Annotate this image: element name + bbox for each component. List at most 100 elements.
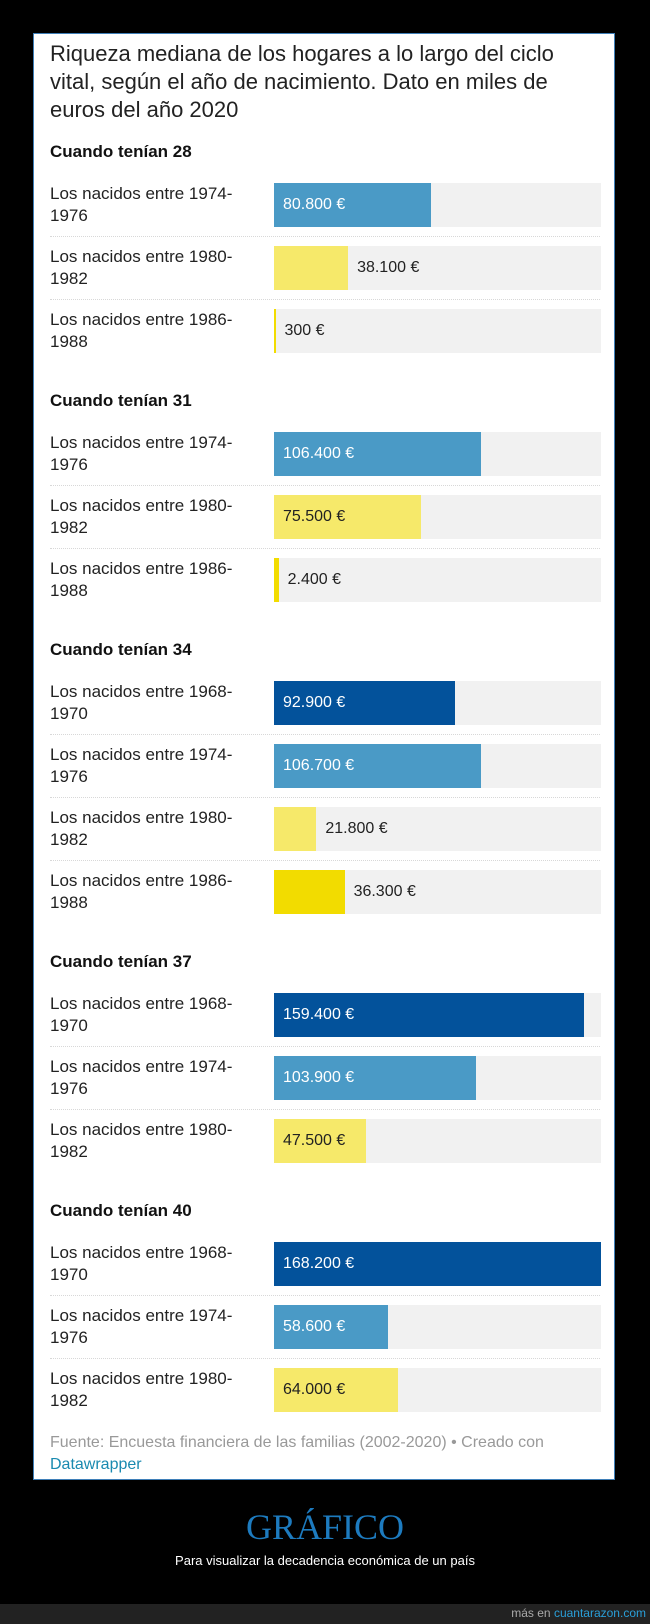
chart-group: Cuando tenían 31 Los nacidos entre 1974-1… — [50, 379, 601, 611]
group-heading: Cuando tenían 34 — [50, 640, 192, 659]
bar — [274, 309, 276, 353]
group-heading: Cuando tenían 37 — [50, 952, 192, 971]
row-label: Los nacidos entre 1980-1982 — [50, 808, 233, 849]
bar-track: 106.700 € — [274, 744, 601, 788]
value-label: 103.900 € — [283, 1069, 355, 1086]
value-label: 58.600 € — [283, 1318, 346, 1335]
bar — [274, 1305, 388, 1349]
bar-row: Los nacidos entre 1968-1970 92.900 € — [50, 672, 601, 734]
bar — [274, 495, 421, 539]
row-label: Los nacidos entre 1974-1976 — [50, 745, 233, 786]
bar-row: Los nacidos entre 1980-1982 38.100 € — [50, 236, 601, 299]
bar-track: 106.400 € — [274, 432, 601, 476]
source-text: Fuente: Encuesta financiera de las famil… — [50, 1434, 544, 1451]
more-link[interactable]: más en cuantarazon.com — [511, 1606, 646, 1620]
more-prefix: más en — [511, 1606, 551, 1620]
bar-track: 47.500 € — [274, 1119, 601, 1163]
bar-track: 38.100 € — [274, 246, 601, 290]
bar — [274, 1242, 601, 1286]
bar — [274, 1056, 476, 1100]
bar-row: Los nacidos entre 1986-1988 300 € — [50, 299, 601, 362]
post-title: GRÁFICO — [245, 1507, 405, 1547]
value-label: 159.400 € — [283, 1006, 355, 1023]
site-link[interactable]: cuantarazon.com — [553, 1606, 646, 1620]
value-label: 38.100 € — [357, 259, 420, 276]
bar-row: Los nacidos entre 1974-1976 80.800 € — [50, 174, 601, 236]
group-heading: Cuando tenían 31 — [50, 391, 192, 410]
value-label: 36.300 € — [353, 883, 416, 900]
chart-card: Riqueza mediana de los hogares a lo larg… — [33, 33, 615, 1480]
row-label: Los nacidos entre 1986-1988 — [50, 559, 233, 600]
bar-track: 300 € — [274, 309, 601, 353]
value-label: 300 € — [284, 322, 325, 339]
bar-row: Los nacidos entre 1974-1976 58.600 € — [50, 1295, 601, 1358]
bar — [274, 183, 432, 227]
datawrapper-link[interactable]: Datawrapper — [50, 1456, 142, 1473]
bar-track: 159.400 € — [274, 993, 601, 1037]
post-subtitle: Para visualizar la decadencia económica … — [175, 1553, 475, 1568]
value-label: 21.800 € — [325, 820, 388, 837]
bar-track: 75.500 € — [274, 495, 601, 539]
chart-group: Cuando tenían 28 Los nacidos entre 1974-1… — [50, 130, 601, 362]
bar-track: 21.800 € — [274, 807, 601, 851]
bar — [274, 558, 279, 602]
row-label: Los nacidos entre 1974-1976 — [50, 1057, 233, 1098]
chart-group: Cuando tenían 34 Los nacidos entre 1968-1… — [50, 628, 601, 923]
bar-row: Los nacidos entre 1980-1982 47.500 € — [50, 1109, 601, 1172]
value-label: 168.200 € — [283, 1255, 355, 1272]
bar — [274, 807, 317, 851]
row-label: Los nacidos entre 1986-1988 — [50, 310, 233, 351]
bar — [274, 1119, 367, 1163]
bar-chart: Cuando tenían 28 Los nacidos entre 1974-1… — [50, 130, 601, 1438]
bar — [274, 993, 584, 1037]
bar-track: 168.200 € — [274, 1242, 601, 1286]
chart-title: Riqueza mediana de los hogares a lo larg… — [50, 41, 554, 122]
bar — [274, 744, 482, 788]
bar-track: 80.800 € — [274, 183, 601, 227]
row-label: Los nacidos entre 1986-1988 — [50, 871, 233, 912]
bar-track: 92.900 € — [274, 681, 601, 725]
bar-row: Los nacidos entre 1980-1982 64.000 € — [50, 1358, 601, 1421]
bar-row: Los nacidos entre 1974-1976 106.400 € — [50, 423, 601, 485]
bar-row: Los nacidos entre 1986-1988 36.300 € — [50, 860, 601, 923]
row-label: Los nacidos entre 1974-1976 — [50, 433, 233, 474]
bar-row: Los nacidos entre 1980-1982 75.500 € — [50, 485, 601, 548]
chart-footer: Fuente: Encuesta financiera de las famil… — [50, 1432, 610, 1476]
row-label: Los nacidos entre 1974-1976 — [50, 184, 233, 225]
value-label: 80.800 € — [283, 196, 346, 213]
group-heading: Cuando tenían 28 — [50, 142, 192, 161]
bar — [274, 432, 481, 476]
bar-row: Los nacidos entre 1968-1970 159.400 € — [50, 984, 601, 1046]
value-label: 2.400 € — [287, 571, 342, 588]
value-label: 106.400 € — [283, 445, 355, 462]
value-label: 106.700 € — [283, 757, 355, 774]
chart-group: Cuando tenían 40 Los nacidos entre 1968-1… — [50, 1189, 601, 1421]
site-bar: más en cuantarazon.com — [0, 1604, 650, 1624]
row-label: Los nacidos entre 1968-1970 — [50, 994, 233, 1035]
bar-track: 2.400 € — [274, 558, 601, 602]
bar-row: Los nacidos entre 1986-1988 2.400 € — [50, 548, 601, 611]
row-label: Los nacidos entre 1980-1982 — [50, 1120, 233, 1161]
bar-row: Los nacidos entre 1980-1982 21.800 € — [50, 797, 601, 860]
bar — [274, 681, 455, 725]
bar-row: Los nacidos entre 1974-1976 103.900 € — [50, 1046, 601, 1109]
value-label: 64.000 € — [283, 1381, 346, 1398]
bar-track: 58.600 € — [274, 1305, 601, 1349]
bar — [274, 1368, 399, 1412]
value-label: 75.500 € — [283, 508, 346, 525]
row-label: Los nacidos entre 1968-1970 — [50, 1243, 233, 1284]
row-label: Los nacidos entre 1968-1970 — [50, 682, 233, 723]
bar-track: 36.300 € — [274, 870, 601, 914]
row-label: Los nacidos entre 1980-1982 — [50, 1369, 233, 1410]
bar-track: 103.900 € — [274, 1056, 601, 1100]
row-label: Los nacidos entre 1974-1976 — [50, 1306, 233, 1347]
bar-track: 64.000 € — [274, 1368, 601, 1412]
row-label: Los nacidos entre 1980-1982 — [50, 496, 233, 537]
value-label: 47.500 € — [283, 1132, 346, 1149]
chart-group: Cuando tenían 37 Los nacidos entre 1968-1… — [50, 940, 601, 1172]
bar-row: Los nacidos entre 1968-1970 168.200 € — [50, 1233, 601, 1295]
bar — [274, 246, 349, 290]
value-label: 92.900 € — [283, 694, 346, 711]
bar — [274, 870, 345, 914]
group-heading: Cuando tenían 40 — [50, 1201, 192, 1220]
